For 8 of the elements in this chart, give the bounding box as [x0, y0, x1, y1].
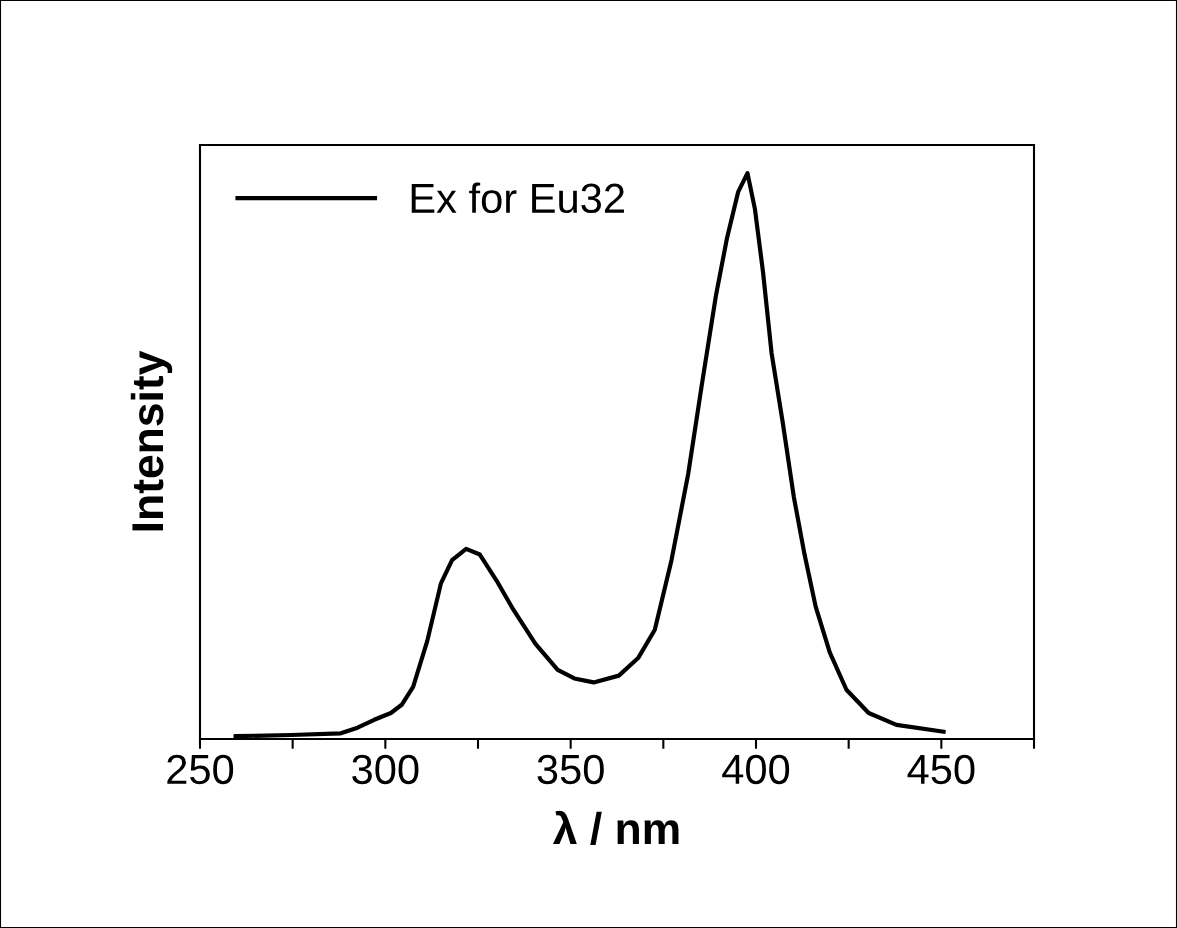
x-tick-label: 450	[907, 754, 975, 785]
x-tick-label: 400	[722, 754, 790, 785]
legend-label: Ex for Eu32	[411, 182, 624, 214]
x-tick-label: 250	[167, 754, 234, 785]
x-tick-label: 350	[537, 754, 604, 785]
x-tick-label: 300	[352, 754, 419, 785]
y-axis-title: Intensity	[130, 350, 173, 531]
x-axis-title: λ / nm	[552, 810, 679, 845]
